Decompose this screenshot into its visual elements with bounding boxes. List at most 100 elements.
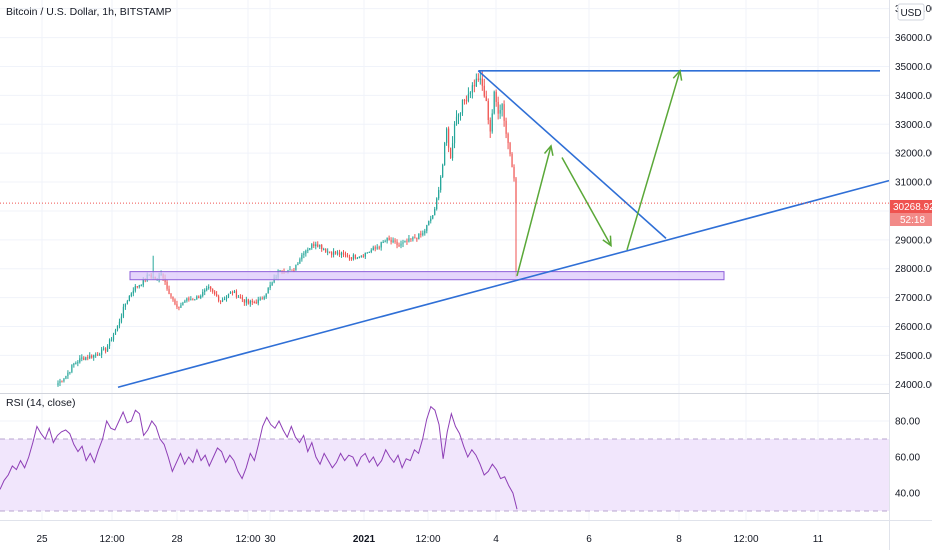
candle-body: [461, 99, 464, 113]
rsi-pane[interactable]: [0, 405, 889, 512]
candle-body: [87, 357, 89, 359]
currency-badge[interactable]: USD: [897, 3, 925, 21]
price-tick-label: 29000.00: [895, 235, 932, 246]
candle-body: [352, 254, 355, 260]
candle-body: [190, 299, 192, 301]
price-tick-label: 36000.00: [895, 33, 932, 44]
candle-body: [420, 233, 422, 235]
candle-body: [269, 285, 271, 288]
candle-body: [77, 362, 79, 364]
candle-body: [138, 285, 140, 287]
candle-body: [214, 291, 216, 295]
candle-body: [202, 291, 204, 296]
rsi-tick-label: 80.00: [895, 417, 920, 428]
candle-body: [219, 300, 222, 302]
candle-body: [505, 120, 507, 134]
price-pane[interactable]: [0, 0, 890, 520]
candle-body: [396, 241, 398, 246]
candle-body: [168, 288, 170, 295]
candle-body: [376, 247, 378, 249]
candle-body: [112, 334, 115, 340]
arrow-head: [672, 69, 683, 81]
ascending-trendline[interactable]: [117, 179, 890, 388]
projection-arrow[interactable]: [626, 69, 683, 251]
candle-body: [81, 357, 83, 359]
candle-body: [57, 382, 59, 386]
candle-body: [170, 294, 172, 297]
candle-body: [336, 252, 339, 254]
candle-body: [180, 305, 182, 308]
candle-body: [487, 100, 489, 121]
candle-body: [451, 143, 454, 159]
candle-body: [329, 251, 331, 253]
candle-body: [424, 230, 426, 234]
candle-body: [231, 292, 234, 294]
candle-body: [426, 225, 428, 231]
descending-trendline[interactable]: [477, 70, 667, 239]
time-tick-label: 12:00: [99, 534, 124, 545]
candle-body: [402, 242, 404, 244]
candle-body: [67, 372, 69, 376]
candle-body: [432, 215, 434, 219]
candle-body: [229, 292, 232, 294]
candle-body: [440, 176, 442, 191]
candle-body: [404, 240, 406, 243]
candle-body: [497, 101, 499, 114]
candle-body: [340, 252, 343, 256]
candle-body: [124, 303, 127, 307]
candle-body: [73, 363, 75, 366]
candle-body: [334, 251, 337, 254]
candle-body: [457, 114, 460, 117]
candle-body: [136, 286, 138, 288]
candle-body: [390, 239, 392, 242]
projection-arrow[interactable]: [561, 157, 612, 248]
candle-body: [380, 242, 382, 248]
candle-body: [166, 281, 168, 289]
candle-body: [114, 330, 117, 335]
candle-body: [428, 221, 430, 226]
candle-body: [239, 296, 242, 298]
time-axis[interactable]: 25 12:00 28 12:00 30 2021 12:00 4 6 8 12:00 11: [36, 534, 823, 545]
candle-body: [101, 349, 103, 355]
candle-body: [410, 238, 412, 240]
price-tick-label: 27000.00: [895, 293, 932, 304]
arrow-shaft: [561, 157, 612, 246]
candle-body: [436, 198, 438, 210]
candle-body: [279, 270, 281, 272]
rsi-axis[interactable]: 40.00 60.00 80.00: [895, 417, 920, 500]
candle-body: [130, 293, 132, 296]
candle-body: [469, 92, 472, 95]
candle-body: [79, 358, 81, 363]
candle-body: [142, 278, 144, 286]
candle-body: [323, 248, 325, 250]
candle-body: [321, 245, 323, 250]
drawing-annotations[interactable]: [117, 69, 890, 388]
candle-body: [104, 348, 107, 352]
candle-body: [447, 128, 450, 148]
candle-body: [212, 289, 214, 292]
candle-body: [108, 339, 111, 347]
candle-body: [394, 240, 396, 242]
candle-body: [120, 316, 123, 322]
candle-body: [61, 380, 63, 382]
candle-body: [319, 245, 321, 247]
candle-body: [176, 304, 178, 307]
projection-arrow[interactable]: [516, 144, 554, 277]
candle-body: [414, 237, 416, 239]
candle-body: [499, 110, 501, 114]
current-price-tag: 30268.92 52:18: [890, 200, 932, 226]
candle-body: [449, 147, 452, 159]
candle-body: [59, 380, 61, 383]
candle-body: [184, 300, 186, 303]
support-zone-rectangle[interactable]: [129, 271, 725, 281]
candle-body: [65, 375, 67, 379]
candle-body: [438, 190, 440, 199]
candle-body: [126, 301, 129, 304]
candle-body: [192, 299, 194, 301]
candle-body: [332, 251, 335, 255]
candle-body: [309, 248, 311, 250]
candle-body: [93, 355, 95, 358]
candle-body: [89, 355, 91, 359]
candle-body: [134, 286, 136, 291]
